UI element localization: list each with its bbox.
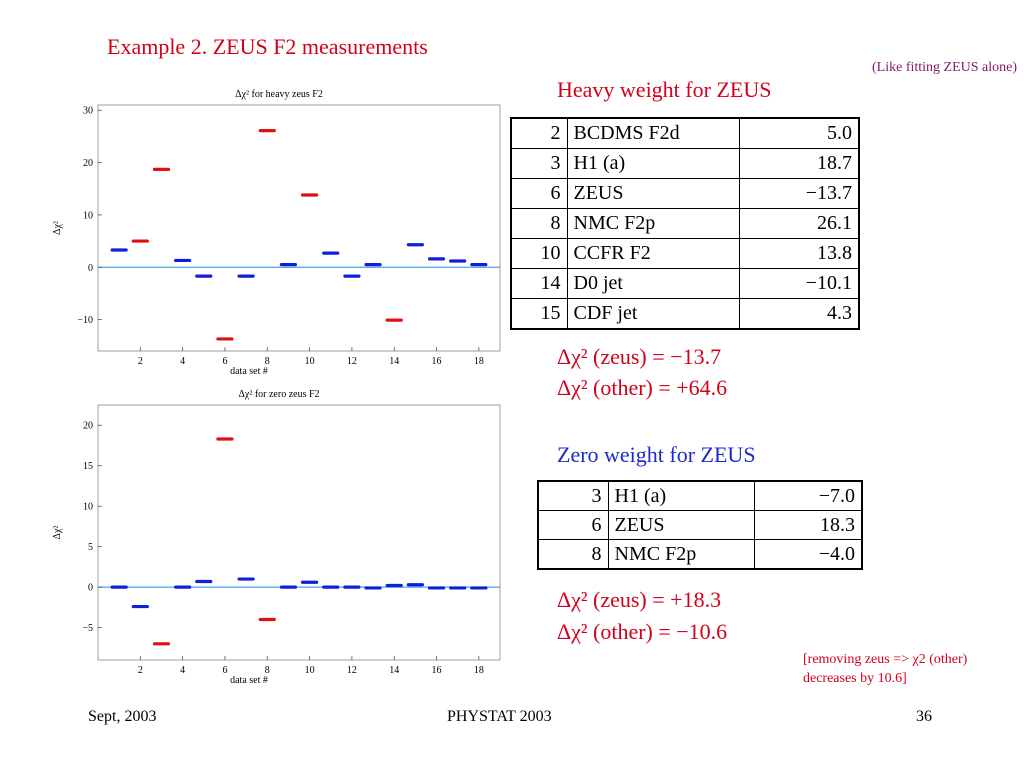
dataset-number: 3 xyxy=(537,480,609,511)
x-tick-label: 14 xyxy=(389,356,399,367)
table-row: 3 H1 (a) −7.0 xyxy=(537,480,863,511)
side-note: (Like fitting ZEUS alone) xyxy=(872,60,1018,75)
dataset-name: ZEUS xyxy=(566,178,740,209)
table-row: 8 NMC F2p 26.1 xyxy=(510,208,860,239)
zero-other-sum: Δχ² (other) = −10.6 xyxy=(557,619,728,644)
heavy-weight-plot: Δχ² for heavy zeus F2 −10 0 10 20 30 2 4 6 8 10 12 1… xyxy=(52,89,501,377)
dataset-number: 2 xyxy=(510,117,568,149)
x-tick-label: 10 xyxy=(305,665,315,676)
dataset-name: NMC F2p xyxy=(566,208,740,239)
y-tick-label: −5 xyxy=(82,623,93,634)
dataset-number: 15 xyxy=(510,298,568,330)
x-tick-label: 6 xyxy=(222,665,227,676)
table-row: 8 NMC F2p −4.0 xyxy=(537,539,863,570)
x-tick-label: 2 xyxy=(138,356,143,367)
table-row: 10 CCFR F2 13.8 xyxy=(510,238,860,269)
dataset-number: 14 xyxy=(510,268,568,299)
dataset-number: 8 xyxy=(537,539,609,570)
dataset-name: ZEUS xyxy=(607,510,755,540)
footer-date: Sept, 2003 xyxy=(88,708,157,725)
y-tick-label: 0 xyxy=(88,583,93,594)
zero-weight-table: 3 H1 (a) −7.0 6 ZEUS 18.3 8 NMC F2p −4.0 xyxy=(537,480,863,570)
heavy-zeus-sum: Δχ² (zeus) = −13.7 xyxy=(557,344,722,369)
x-tick-label: 2 xyxy=(138,665,143,676)
x-tick-label: 18 xyxy=(474,356,484,367)
table-row: 14 D0 jet −10.1 xyxy=(510,268,860,299)
x-tick-label: 10 xyxy=(305,356,315,367)
x-tick-label: 16 xyxy=(432,356,442,367)
x-tick-label: 18 xyxy=(474,665,484,676)
x-tick-label: 16 xyxy=(432,665,442,676)
table-row: 6 ZEUS 18.3 xyxy=(537,510,863,540)
dataset-number: 6 xyxy=(510,178,568,209)
dataset-name: H1 (a) xyxy=(607,480,755,511)
table-row: 3 H1 (a) 18.7 xyxy=(510,148,860,179)
table-row: 15 CDF jet 4.3 xyxy=(510,298,860,330)
x-tick-label: 4 xyxy=(180,356,185,367)
y-tick-label: 5 xyxy=(88,542,93,553)
x-axis-label: data set # xyxy=(230,675,268,686)
dchi2-value: 26.1 xyxy=(738,208,860,239)
x-tick-label: 12 xyxy=(347,665,357,676)
table-row: 6 ZEUS −13.7 xyxy=(510,178,860,209)
zero-weight-heading: Zero weight for ZEUS xyxy=(557,442,756,467)
y-axis-label: Δχ² xyxy=(52,221,63,235)
dataset-name: H1 (a) xyxy=(566,148,740,179)
dchi2-value: 18.3 xyxy=(753,510,863,540)
dataset-name: CDF jet xyxy=(566,298,740,330)
x-tick-label: 14 xyxy=(389,665,399,676)
dataset-number: 3 xyxy=(510,148,568,179)
dchi2-value: −13.7 xyxy=(738,178,860,209)
plot-title: Δχ² for zero zeus F2 xyxy=(238,389,319,400)
dataset-name: D0 jet xyxy=(566,268,740,299)
plot-frame xyxy=(97,104,501,352)
y-tick-label: 10 xyxy=(83,502,93,513)
x-tick-label: 8 xyxy=(265,665,270,676)
y-tick-label: 20 xyxy=(83,421,93,432)
plot-frame xyxy=(97,404,501,661)
y-tick-label: −10 xyxy=(77,315,93,326)
plot-title: Δχ² for heavy zeus F2 xyxy=(235,89,323,100)
dchi2-value: 5.0 xyxy=(738,117,860,149)
y-tick-label: 15 xyxy=(83,461,93,472)
footer-conference: PHYSTAT 2003 xyxy=(447,708,552,725)
x-tick-label: 6 xyxy=(222,356,227,367)
dataset-number: 6 xyxy=(537,510,609,540)
dataset-name: CCFR F2 xyxy=(566,238,740,269)
zero-weight-plot: Δχ² for zero zeus F2 −5 0 5 10 15 20 2 4 6 8 10 12 14… xyxy=(52,389,501,686)
removing-zeus-note: [removing zeus => χ2 (other) decreases b… xyxy=(803,652,968,686)
zero-zeus-sum: Δχ² (zeus) = +18.3 xyxy=(557,587,722,612)
dchi2-value: −7.0 xyxy=(753,480,863,511)
dataset-number: 10 xyxy=(510,238,568,269)
heavy-other-sum: Δχ² (other) = +64.6 xyxy=(557,375,728,400)
x-tick-label: 8 xyxy=(265,356,270,367)
dchi2-value: −10.1 xyxy=(738,268,860,299)
dataset-name: NMC F2p xyxy=(607,539,755,570)
footer-page-number: 36 xyxy=(916,708,932,725)
heavy-weight-table: 2 BCDMS F2d 5.0 3 H1 (a) 18.7 6 ZEUS −13.7 8 NMC F… xyxy=(510,117,860,330)
y-tick-label: 30 xyxy=(83,106,93,117)
dchi2-value: 13.8 xyxy=(738,238,860,269)
heavy-weight-heading: Heavy weight for ZEUS xyxy=(557,77,772,102)
dchi2-value: 4.3 xyxy=(738,298,860,330)
dataset-number: 8 xyxy=(510,208,568,239)
x-axis-label: data set # xyxy=(230,366,268,377)
slide-title: Example 2. ZEUS F2 measurements xyxy=(107,34,428,59)
y-tick-label: 0 xyxy=(88,263,93,274)
table-row: 2 BCDMS F2d 5.0 xyxy=(510,117,860,149)
y-tick-label: 10 xyxy=(83,210,93,221)
x-tick-label: 4 xyxy=(180,665,185,676)
dataset-name: BCDMS F2d xyxy=(566,117,740,149)
y-axis-label: Δχ² xyxy=(52,526,63,540)
dchi2-value: −4.0 xyxy=(753,539,863,570)
x-tick-label: 12 xyxy=(347,356,357,367)
dchi2-value: 18.7 xyxy=(738,148,860,179)
y-tick-label: 20 xyxy=(83,158,93,169)
